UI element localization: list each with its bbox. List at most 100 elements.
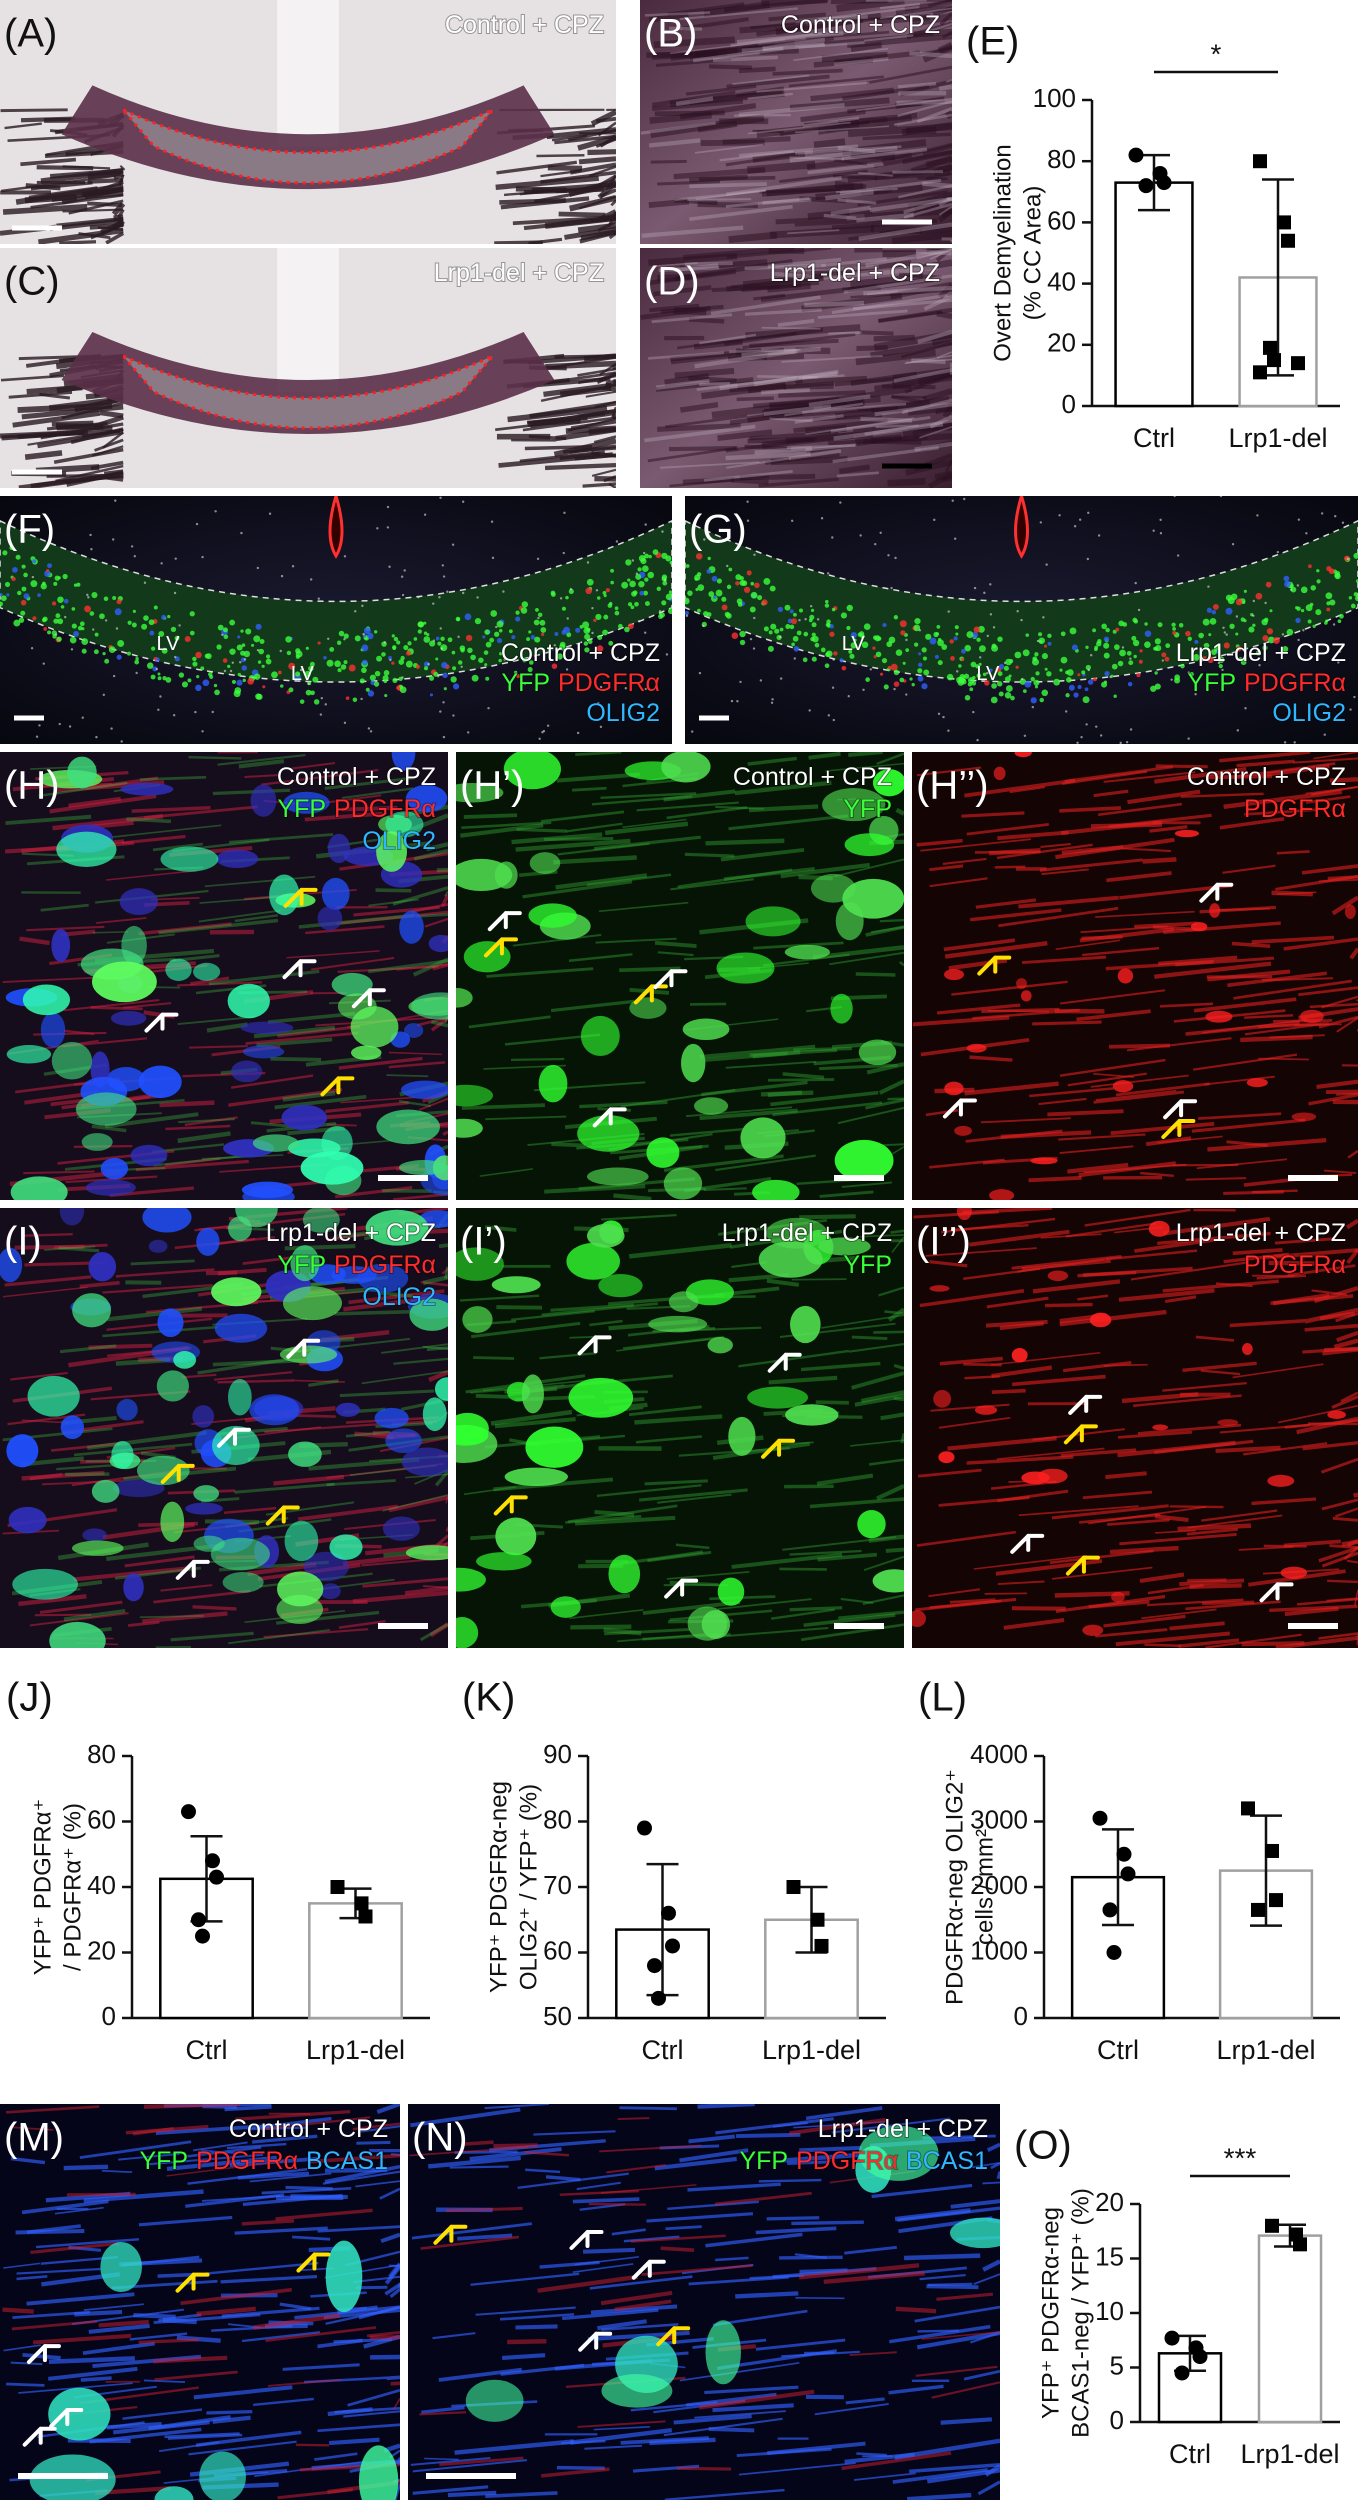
cell [648,554,652,559]
fiber [1021,1259,1111,1271]
fiber [253,1025,336,1039]
cell [1081,670,1086,675]
nucleus [569,587,573,591]
fiber [1082,1490,1153,1500]
data-point [1293,2237,1307,2252]
fiber [1060,1448,1137,1458]
fiber [1169,1505,1224,1509]
fiber [55,464,124,483]
y-tick-label: 0 [1110,2405,1124,2435]
cell [456,858,513,892]
fiber [1141,1608,1217,1620]
fiber [1346,1218,1358,1230]
fiber [926,2284,979,2290]
fiber [426,842,448,852]
fiber [1047,1109,1124,1117]
y-tick-label: 60 [543,1935,572,1965]
arrow [664,1578,699,1599]
fiber [234,2226,328,2235]
data-point [786,1880,801,1894]
fiber [929,414,952,429]
fiber [864,207,952,221]
fiber [1256,1274,1307,1280]
cell [1047,633,1052,639]
cell [1011,1348,1028,1363]
cell [922,656,927,661]
fiber [916,766,982,777]
cell [277,670,282,675]
cell [1327,1410,1346,1420]
fiber [986,1296,1049,1309]
fiber [184,1116,238,1127]
cell [288,687,294,693]
cell [789,609,794,614]
fiber [392,886,448,906]
cell [42,616,48,622]
fiber [841,147,928,161]
nucleus [38,724,41,727]
fiber [341,787,414,800]
fiber [758,2178,822,2183]
fiber [1107,1518,1170,1526]
cell [705,2320,741,2385]
fiber [459,1294,540,1302]
nucleus [110,727,113,730]
chart: (O)YFP⁺ PDGFRα-neg BCAS1-neg / YFP⁺ (%) 05… [1014,2124,1340,2469]
fiber [336,910,448,925]
fiber [725,197,810,208]
fiber [647,446,737,463]
fiber [277,2488,353,2500]
arrow [592,1107,627,1128]
cell [597,596,601,600]
fiber [524,445,593,451]
nucleus [386,505,390,509]
fiber [87,1430,207,1451]
fiber [366,2330,400,2338]
fiber [206,2409,253,2415]
fiber [913,28,952,38]
fiber [54,2206,104,2215]
fiber [667,2200,759,2211]
cell [429,640,436,647]
cell [717,1577,745,1606]
cell [917,662,923,667]
nucleus [1244,707,1247,710]
cell [635,573,642,580]
fiber [768,1375,838,1385]
fiber [1117,1430,1193,1439]
cell [265,654,271,659]
fiber [1274,1237,1336,1245]
fiber [11,2320,98,2331]
fiber [679,2148,749,2163]
nucleus [826,572,830,575]
fiber [540,810,625,823]
cell [6,593,10,597]
fiber [83,2303,144,2311]
cell [47,563,53,569]
cell [451,650,456,655]
fiber [849,2351,897,2356]
cell [317,906,343,931]
cell [285,636,292,643]
cell [1192,654,1200,661]
fiber [297,1504,398,1522]
cell [528,660,534,665]
cell [435,636,440,641]
cell [363,627,371,635]
fiber [813,138,846,149]
fiber [347,2388,400,2407]
fiber [1231,941,1271,949]
nucleus [1235,615,1239,618]
annotation: OLIG2 [362,827,436,855]
fiber [798,2263,920,2280]
fiber [892,170,943,174]
cell [116,1398,138,1421]
fiber [1305,795,1351,804]
fiber [813,5,920,22]
fiber [814,2402,889,2416]
nucleus [753,616,756,620]
fiber [949,1598,996,1604]
cell [610,580,614,585]
chart: (E)Overt Demyelination (% CC Area)0204060… [966,20,1340,453]
